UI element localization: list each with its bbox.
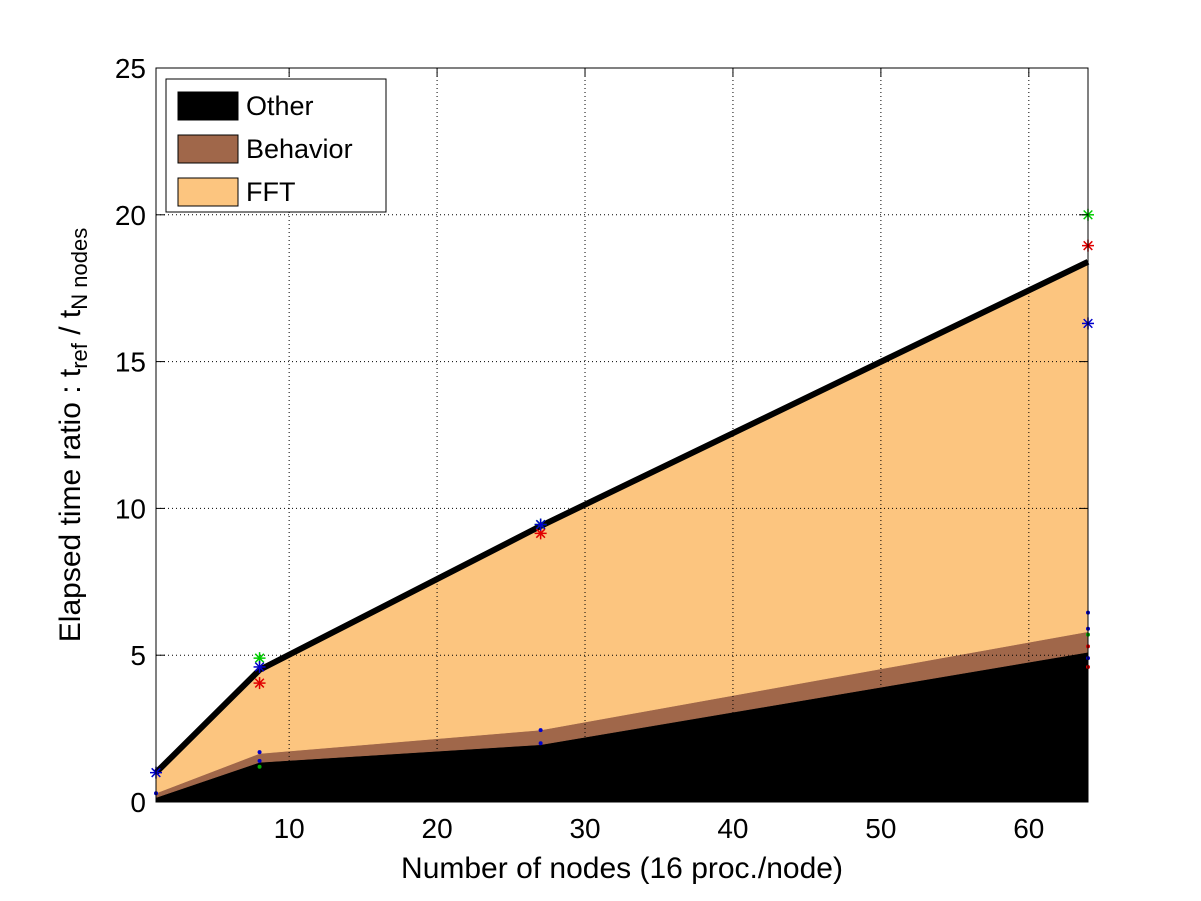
star-marker-2-2-d2 [535,519,546,530]
star-marker-2-1 [253,660,266,673]
legend: Other Behavior FFT [165,78,387,213]
star-marker-0-0-d2 [254,653,265,663]
star-marker-1-1-d2 [535,528,546,539]
total-line-layer [153,259,1090,775]
y-axis-label-sub-ref: ref [67,342,92,369]
x-tick-label-20: 20 [422,813,453,844]
x-tick-label-50: 50 [865,813,896,844]
y-axis-label-sub-nodes: N nodes [67,228,92,310]
y-tick-label-10: 10 [115,493,146,524]
legend-swatch-fft [177,177,239,207]
y-tick-label-5: 5 [130,640,146,671]
dot-marker-0-1 [257,750,262,755]
y-axis-label-main: Elapsed time ratio : t [54,368,87,642]
star-marker-1-0 [253,677,266,690]
plot-frame [155,67,1089,803]
star-marker-2-1-d2 [254,662,265,672]
star-marker-1-0-d2 [254,678,265,688]
x-axis-label: Number of nodes (16 proc./node) [401,852,843,885]
dot-marker-0-2 [257,758,262,763]
y-tick-label-25: 25 [115,53,146,84]
x-tick-label-40: 40 [717,813,748,844]
legend-swatch-other [177,91,239,121]
x-tick-label-10: 10 [274,813,305,844]
dot-marker-0-3 [538,728,543,733]
y-axis-label: Elapsed time ratio : tref / tN nodes [54,228,92,642]
y-tick-label-15: 15 [115,347,146,378]
legend-swatch-behavior [177,134,239,164]
dot-marker-0-4 [538,741,543,746]
x-tick-label-30: 30 [569,813,600,844]
dot-marker-1-0 [257,764,262,769]
star-marker-1-1 [534,527,547,540]
tick-layer: 10 20 30 40 50 60 0 5 10 15 20 25 [115,53,1088,844]
y-axis-label-mid: / t [54,309,87,343]
total-line [153,259,1090,775]
legend-label-behavior: Behavior [246,134,353,164]
star-marker-2-2 [534,518,547,531]
x-tick-label-60: 60 [1013,813,1044,844]
legend-label-other: Other [246,91,314,121]
y-tick-label-0: 0 [130,787,146,818]
y-tick-label-20: 20 [115,200,146,231]
legend-label-fft: FFT [246,177,295,207]
